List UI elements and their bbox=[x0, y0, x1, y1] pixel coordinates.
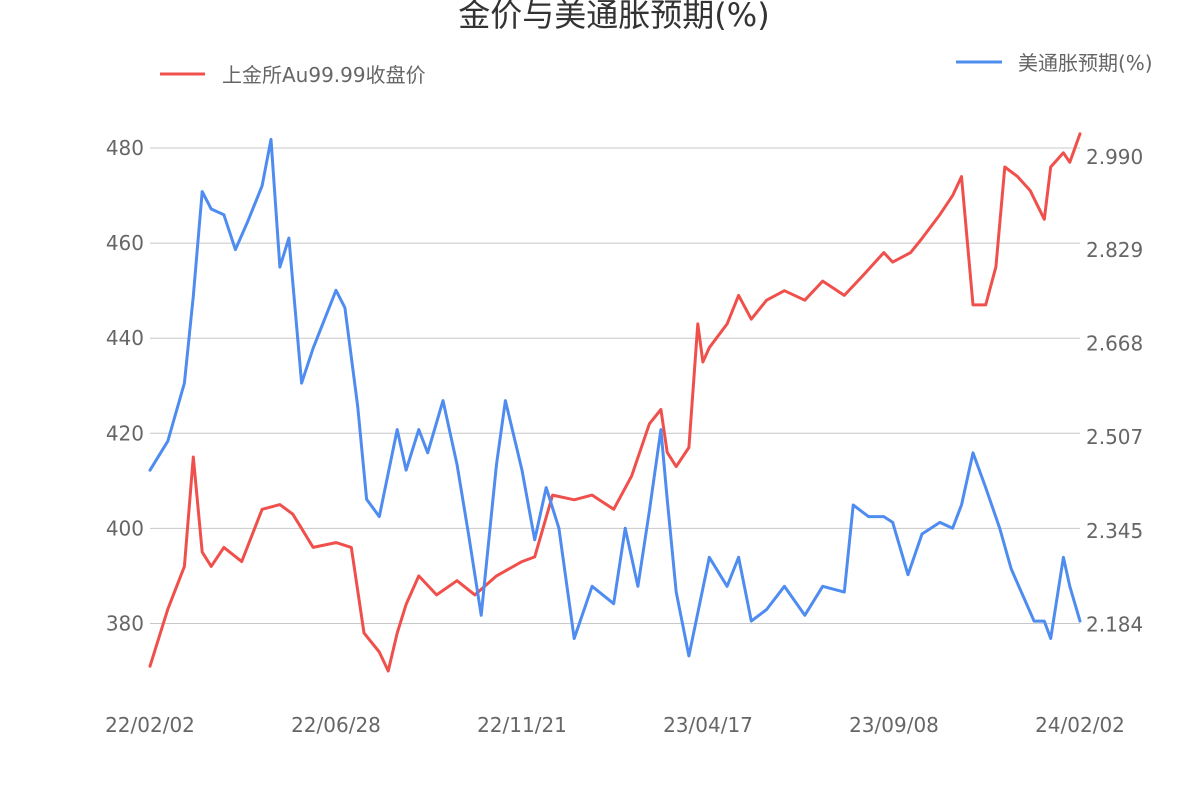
series-line-inflation-expectation bbox=[148, 137, 1082, 658]
x-tick-label: 22/02/02 bbox=[105, 713, 195, 737]
x-tick-label: 24/02/02 bbox=[1035, 713, 1125, 737]
legend-right-series-label: 美通胀预期(%) bbox=[1018, 51, 1153, 75]
y-left-tick-label: 420 bbox=[106, 421, 144, 445]
x-tick-label: 22/11/21 bbox=[477, 713, 567, 737]
y-left-tick-label: 440 bbox=[106, 326, 144, 350]
x-tick-label: 23/09/08 bbox=[849, 713, 939, 737]
legend-right-series: 美通胀预期(%) bbox=[956, 51, 1153, 75]
y-right-tick-label: 2.829 bbox=[1086, 238, 1143, 262]
y-right-tick-label: 2.668 bbox=[1086, 332, 1143, 356]
series-line-gold-price bbox=[148, 132, 1082, 673]
y-left-tick-label: 480 bbox=[106, 136, 144, 160]
y-left-tick-label: 380 bbox=[106, 611, 144, 635]
x-axis: 22/02/02 22/06/28 22/11/21 23/04/17 23/09/08… bbox=[105, 713, 1125, 737]
y-axis-right: 2.184 2.345 2.507 2.668 2.829 2.990 bbox=[1086, 145, 1143, 637]
y-right-tick-label: 2.507 bbox=[1086, 425, 1143, 449]
x-tick-label: 22/06/28 bbox=[291, 713, 381, 737]
y-right-tick-label: 2.990 bbox=[1086, 145, 1143, 169]
grid bbox=[150, 147, 1080, 624]
y-left-tick-label: 400 bbox=[106, 516, 144, 540]
y-right-tick-label: 2.345 bbox=[1086, 519, 1143, 543]
legend-left-series-label: 上金所Au99.99收盘价 bbox=[222, 63, 426, 87]
x-tick-label: 23/04/17 bbox=[663, 713, 753, 737]
y-right-tick-label: 2.184 bbox=[1086, 613, 1143, 637]
y-axis-left: 380 400 420 440 460 480 bbox=[106, 136, 144, 635]
chart-title: 金价与美通胀预期(%) bbox=[458, 0, 769, 34]
legend-left-series: 上金所Au99.99收盘价 bbox=[160, 63, 426, 87]
y-left-tick-label: 460 bbox=[106, 231, 144, 255]
series-layer bbox=[148, 132, 1082, 673]
